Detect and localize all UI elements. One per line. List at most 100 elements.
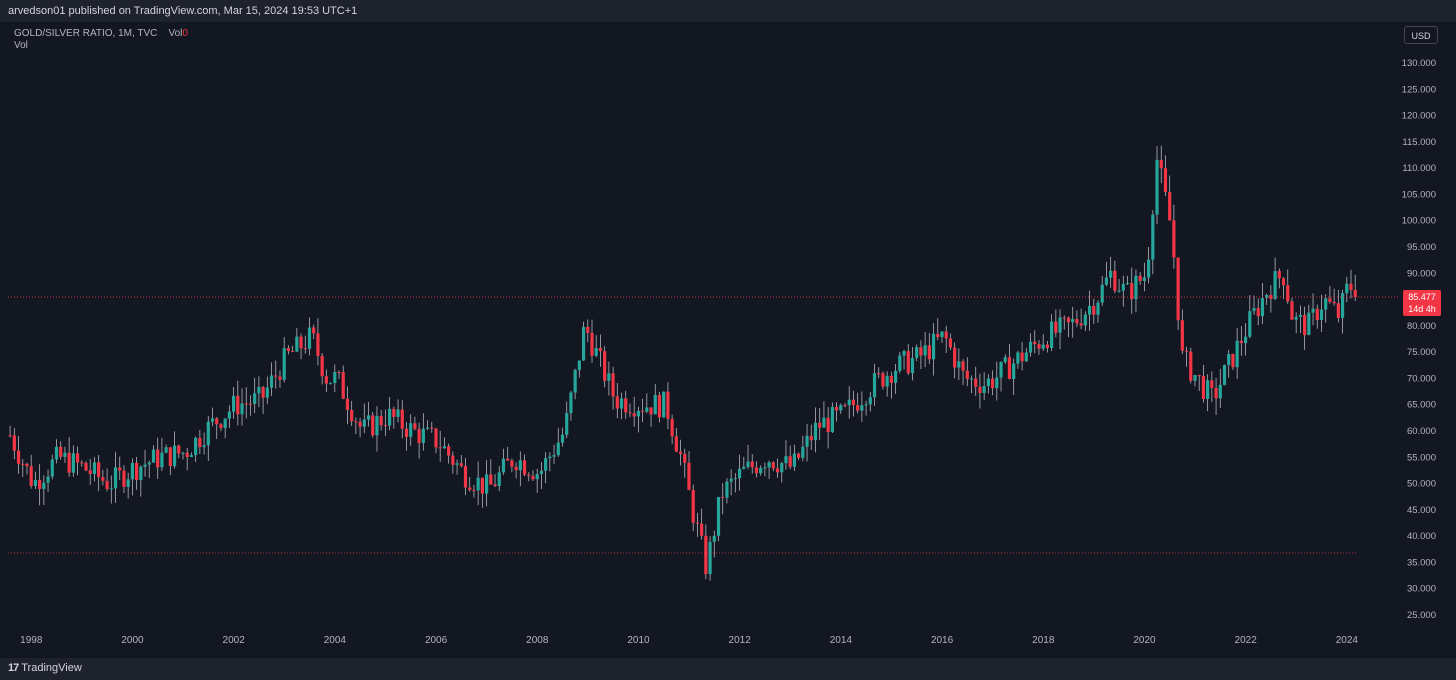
candle-body [780, 463, 784, 473]
candle-body [851, 399, 856, 406]
candle-body [1117, 290, 1121, 292]
time-tick-label: 2018 [1032, 635, 1055, 646]
candle-body [1071, 319, 1075, 323]
candle-body [1028, 341, 1033, 353]
chart-pane[interactable] [0, 22, 1456, 658]
price-tick-label: 105.000 [1402, 189, 1436, 200]
candle-body [1050, 321, 1054, 348]
footer-bar: 17 TradingView [0, 658, 1456, 680]
candle-body [877, 373, 881, 375]
candle-body [118, 467, 122, 471]
candle-body [371, 415, 375, 436]
horizontal-lines-layer [8, 296, 1398, 554]
candle-body [350, 409, 354, 422]
candle-body [695, 522, 700, 524]
candle-body [581, 326, 586, 361]
candle-body [527, 474, 531, 476]
candle-body [1092, 305, 1096, 315]
candle-body [1138, 275, 1142, 282]
candle-body [1256, 308, 1260, 317]
candle-body [704, 535, 708, 575]
candle-body [1311, 308, 1315, 313]
candle-body [514, 466, 518, 471]
price-tick-label: 130.000 [1402, 58, 1436, 69]
candle-body [1079, 323, 1083, 326]
tradingview-brand[interactable]: 17 TradingView [8, 662, 82, 674]
candle-body [1180, 320, 1184, 351]
candle-body [1020, 352, 1024, 362]
candle-body [657, 395, 662, 418]
candle-body [885, 375, 889, 387]
candle-body [712, 535, 716, 542]
candle-body [1353, 289, 1357, 298]
candle-body [624, 398, 628, 413]
candle-body [750, 461, 754, 468]
candle-body [50, 459, 54, 477]
candle-body [906, 351, 910, 374]
candle-body [12, 435, 16, 451]
bar-countdown: 14d 4h [1408, 304, 1436, 314]
candle-body [813, 422, 818, 441]
candle-body [417, 428, 421, 444]
candle-body [1273, 271, 1277, 299]
candle-body [1197, 375, 1201, 377]
candle-body [792, 453, 797, 467]
publish-header: arvedson01 published on TradingView.com,… [0, 0, 1456, 22]
candle-body [1012, 363, 1016, 379]
candle-body [54, 446, 59, 460]
candle-body [1319, 309, 1324, 321]
candle-body [92, 462, 97, 474]
candle-body [1184, 350, 1189, 352]
candle-body [1193, 375, 1197, 381]
candle-body [307, 327, 312, 349]
candle-body [556, 442, 560, 456]
candle-body [666, 391, 670, 419]
time-tick-label: 2024 [1336, 635, 1359, 646]
candle-body [1281, 278, 1286, 286]
candle-body [552, 455, 556, 457]
indicator-label[interactable]: Vol [14, 40, 28, 51]
candle-body [872, 373, 877, 398]
candle-body [1003, 357, 1007, 362]
candle-body [113, 467, 118, 489]
candle-body [522, 460, 527, 475]
candle-body [421, 428, 425, 444]
candle-body [902, 351, 906, 356]
candle-body [687, 462, 691, 490]
candle-body [1054, 321, 1058, 333]
candle-body [986, 378, 990, 387]
candle-body [569, 392, 573, 414]
candle-body [539, 470, 544, 474]
candle-body [278, 376, 282, 380]
candle-body [1298, 314, 1303, 317]
candle-body [1142, 277, 1146, 282]
candle-body [135, 462, 139, 480]
candle-body [493, 484, 497, 487]
time-tick-label: 2004 [324, 635, 347, 646]
candle-body [927, 345, 931, 360]
candle-body [164, 447, 168, 453]
symbol-label[interactable]: GOLD/SILVER RATIO, 1M, TVC [14, 28, 158, 39]
currency-button[interactable]: USD [1404, 26, 1438, 44]
candle-body [1252, 308, 1256, 312]
candle-body [856, 405, 860, 411]
tradingview-logo-icon: 17 [8, 662, 19, 674]
price-tick-label: 120.000 [1402, 111, 1436, 122]
time-tick-label: 2014 [830, 635, 853, 646]
candle-body [1201, 376, 1206, 399]
candle-body [683, 453, 687, 463]
candle-body [1037, 344, 1041, 349]
candle-body [860, 405, 864, 411]
time-tick-label: 2006 [425, 635, 448, 646]
price-tick-label: 65.000 [1407, 400, 1436, 411]
candle-body [1328, 298, 1332, 302]
candle-body [143, 464, 147, 467]
candle-body [535, 473, 539, 480]
candle-body [1227, 353, 1231, 366]
candle-body [834, 406, 839, 411]
candle-body [565, 413, 569, 435]
candle-body [295, 336, 299, 352]
candle-body [754, 467, 759, 474]
candle-body [16, 450, 21, 464]
